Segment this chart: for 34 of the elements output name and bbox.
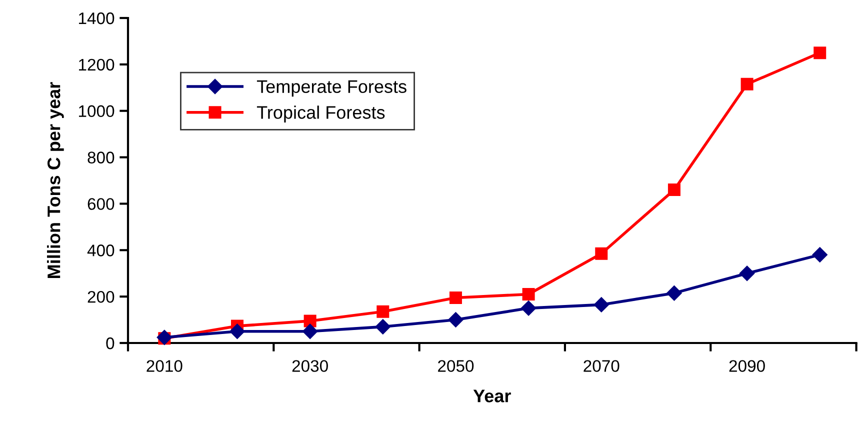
point (668, 184, 680, 196)
point (739, 266, 755, 281)
y-tick-label: 1400 (79, 12, 114, 24)
legend-label: Temperate Forests (256, 80, 406, 97)
legend-label: Tropical Forests (256, 106, 385, 122)
point (666, 286, 682, 301)
point (449, 291, 462, 304)
y-tick-label: 1000 (79, 105, 114, 118)
y-tick-label: 0 (106, 337, 114, 350)
y-axis-title: Million Tons C per year (47, 82, 64, 278)
x-axis-title: Year (473, 390, 511, 402)
y-tick-label: 400 (87, 244, 114, 256)
y-tick-label: 1200 (79, 58, 114, 71)
point (594, 297, 609, 312)
point (595, 247, 608, 260)
point (448, 312, 464, 328)
x-tick-label: 2030 (292, 360, 328, 372)
x-tick-label: 2090 (729, 360, 765, 372)
x-tick-label: 2070 (584, 360, 620, 372)
point (812, 247, 828, 262)
point (304, 314, 316, 328)
point (375, 319, 390, 334)
x-tick-label: 2010 (146, 360, 182, 372)
point (376, 305, 390, 318)
y-tick-label: 800 (88, 152, 114, 164)
point (740, 78, 754, 90)
point (522, 288, 535, 300)
y-tick-label: 600 (88, 198, 114, 210)
point (230, 324, 245, 339)
point (814, 46, 826, 60)
point (520, 300, 536, 316)
y-tick-label: 200 (88, 290, 114, 303)
x-tick-label: 2050 (438, 360, 474, 372)
point (302, 324, 318, 339)
